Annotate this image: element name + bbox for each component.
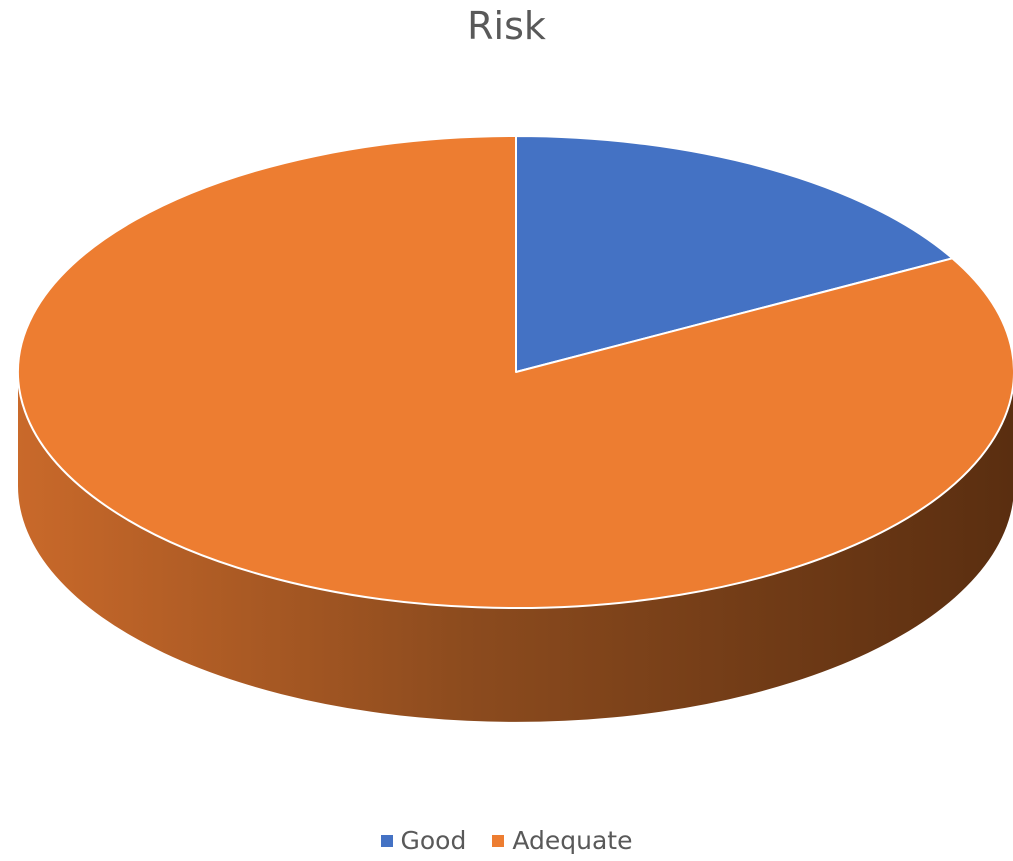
chart-title: Risk	[467, 4, 546, 48]
pie-slice-good	[515, 135, 954, 373]
legend-swatch-adequate	[492, 834, 505, 847]
legend: Good Adequate	[0, 826, 1013, 855]
pie-side-wall	[18, 372, 1013, 722]
legend-item-adequate: Adequate	[492, 826, 632, 855]
legend-label-good: Good	[400, 826, 467, 855]
pie-slice-adequate	[17, 135, 1013, 609]
legend-swatch-good	[380, 834, 393, 847]
legend-item-good: Good	[380, 826, 467, 855]
legend-label-adequate: Adequate	[512, 826, 633, 855]
